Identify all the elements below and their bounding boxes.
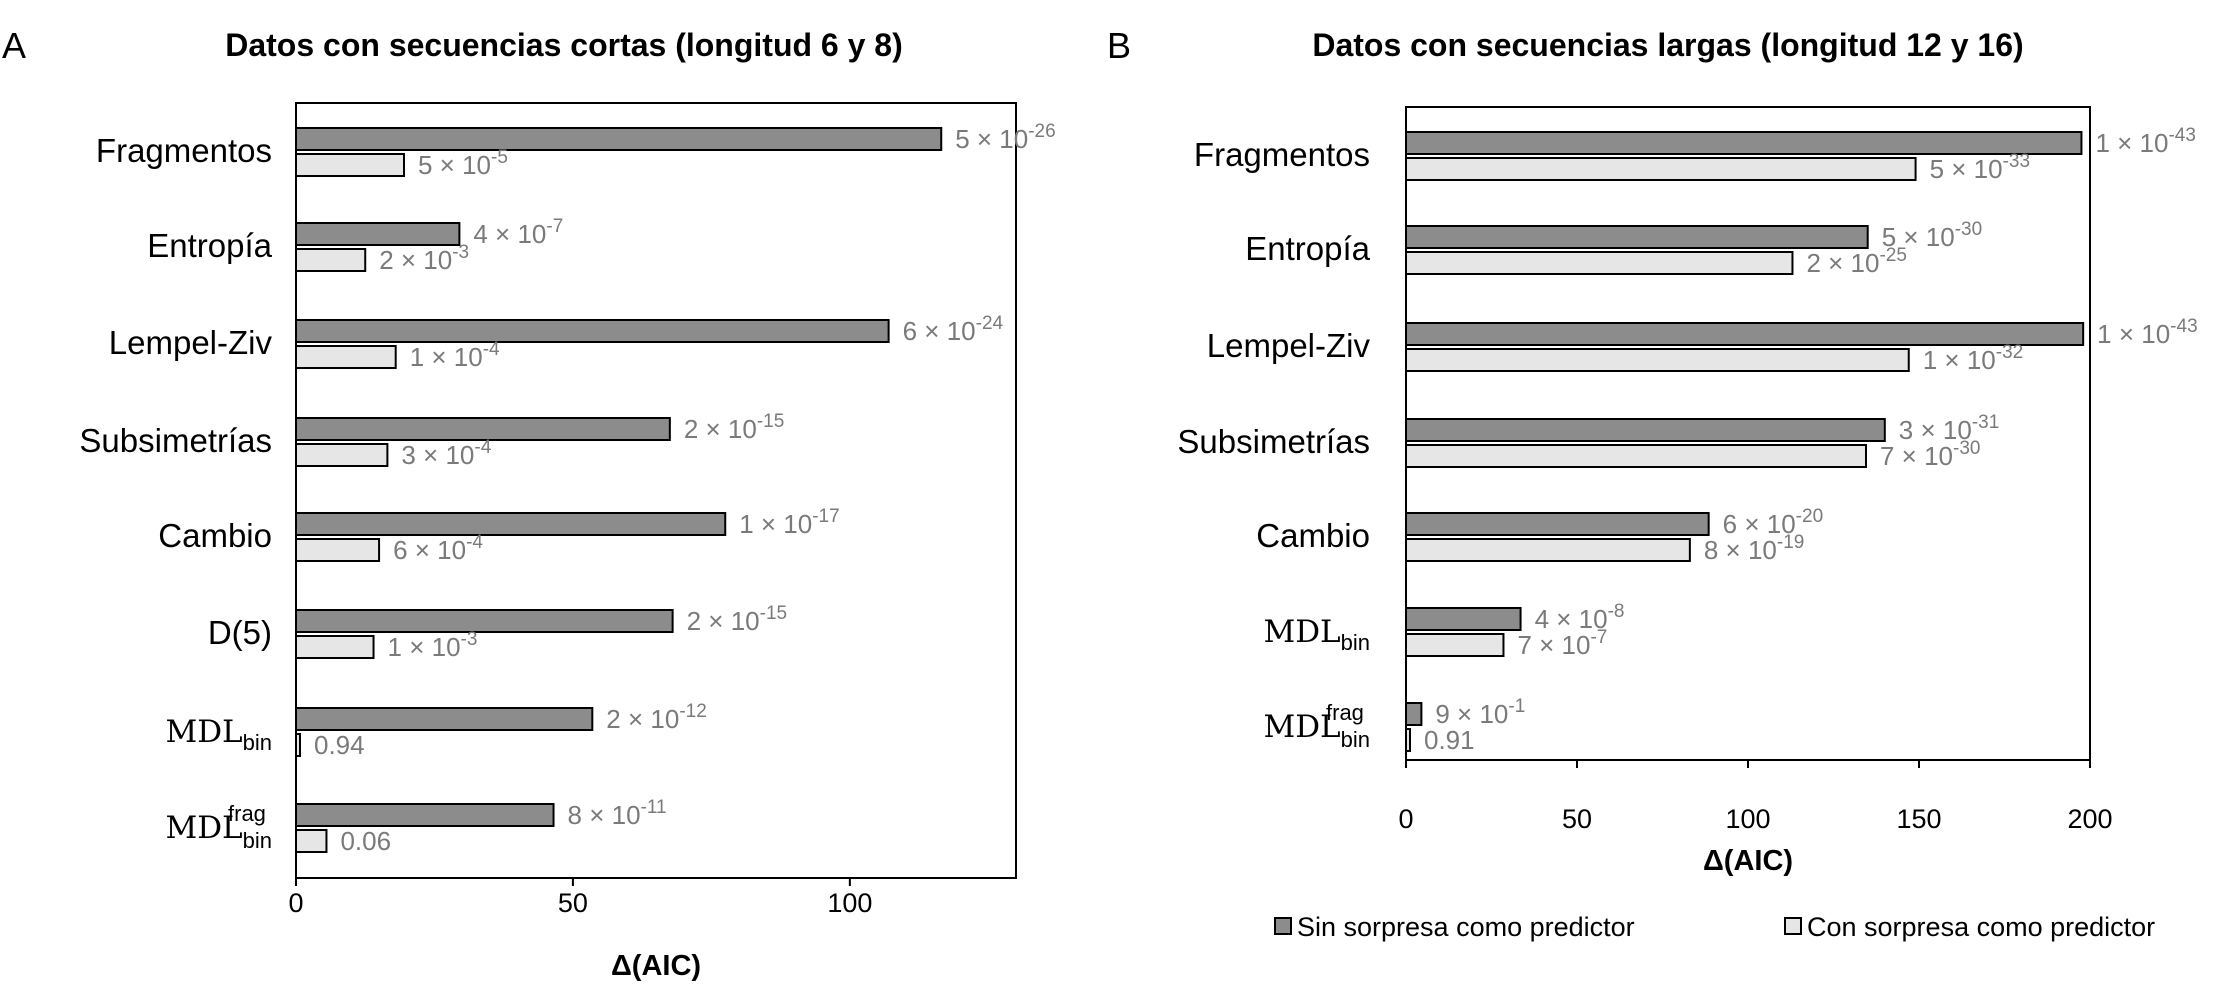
- bar-sin-sorpresa: [295, 222, 461, 246]
- bar-con-sorpresa: [1405, 444, 1867, 468]
- panel-title: Datos con secuencias cortas (longitud 6 …: [225, 27, 903, 63]
- p-value-label: 5 × 10-30: [1882, 219, 1982, 252]
- category-label: Fragmentos: [96, 132, 272, 169]
- p-value-label: 5 × 10-26: [955, 121, 1055, 154]
- p-value-label: 2 × 10-12: [606, 701, 706, 734]
- legend-swatch-con-sorpresa: [1784, 917, 1802, 935]
- p-value-label: 2 × 10-15: [687, 603, 787, 636]
- bar-con-sorpresa: [1405, 728, 1411, 752]
- p-value-label: 1 × 10-3: [388, 629, 478, 662]
- category-label: Lempel-Ziv: [109, 324, 273, 361]
- category-label: Cambio: [158, 517, 272, 554]
- category-label: Entropía: [1245, 230, 1370, 267]
- x-tick-label: 0: [288, 888, 303, 918]
- bar-con-sorpresa: [295, 153, 405, 177]
- panel-letter: B: [1107, 25, 1131, 66]
- bar-sin-sorpresa: [1405, 607, 1522, 631]
- legend-swatch-sin-sorpresa: [1274, 917, 1292, 935]
- p-value-label: 6 × 10-4: [393, 532, 483, 565]
- x-tick-label: 50: [1562, 804, 1592, 834]
- bar-con-sorpresa: [1405, 348, 1910, 372]
- category-label: MDLbinfrag: [1263, 700, 1370, 752]
- p-value-label: 3 × 10-4: [401, 437, 491, 470]
- category-label: MDLbin: [165, 714, 272, 755]
- bar-sin-sorpresa: [1405, 131, 2083, 155]
- bar-con-sorpresa: [1405, 251, 1794, 275]
- bar-con-sorpresa: [295, 443, 389, 467]
- p-value-label: 5 × 10-5: [418, 147, 508, 180]
- category-label: Subsimetrías: [79, 422, 272, 459]
- x-tick-label: 50: [558, 888, 588, 918]
- bar-sin-sorpresa: [1405, 225, 1869, 249]
- category-label: Cambio: [1256, 517, 1370, 554]
- p-value-label: 4 × 10-7: [473, 216, 563, 249]
- p-value-label: 6 × 10-24: [903, 313, 1004, 346]
- panel-b: B Datos con secuencias largas (longitud 1…: [1107, 25, 2198, 877]
- bar-con-sorpresa: [1405, 538, 1691, 562]
- category-label: MDLbin: [1263, 614, 1370, 655]
- bar-sin-sorpresa: [295, 803, 555, 827]
- p-value-label: 4 × 10-8: [1535, 601, 1625, 634]
- p-value-label: 2 × 10-15: [684, 411, 784, 444]
- legend: Sin sorpresa como predictor Con sorpresa …: [1274, 912, 2155, 942]
- bar-con-sorpresa: [295, 635, 375, 659]
- legend-label-sin-sorpresa: Sin sorpresa como predictor: [1297, 912, 1635, 942]
- bar-con-sorpresa: [295, 829, 328, 853]
- panel-letter: A: [2, 25, 26, 66]
- plot-frame: [295, 102, 1017, 879]
- category-label: Entropía: [147, 227, 272, 264]
- p-value-label: 8 × 10-11: [568, 797, 667, 830]
- category-label: MDLbinfrag: [165, 801, 272, 853]
- p-value-label: 2 × 10-25: [1806, 245, 1906, 278]
- p-value-label: 0.94: [314, 730, 365, 760]
- p-value-label: 0.91: [1424, 725, 1475, 755]
- p-value-label: 1 × 10-4: [410, 339, 500, 372]
- x-tick-label: 200: [2067, 804, 2112, 834]
- bar-con-sorpresa: [295, 538, 381, 562]
- bar-con-sorpresa: [295, 248, 367, 272]
- x-axis-label: Δ(AIC): [1703, 845, 1793, 877]
- p-value-label: 1 × 10-17: [739, 506, 839, 539]
- x-tick-label: 0: [1398, 804, 1413, 834]
- p-value-label: 1 × 10-43: [2095, 125, 2195, 158]
- category-label: Lempel-Ziv: [1207, 327, 1371, 364]
- panel-a: A Datos con secuencias cortas (longitud 6…: [2, 25, 1056, 982]
- p-value-label: 9 × 10-1: [1435, 696, 1525, 729]
- bar-sin-sorpresa: [295, 707, 594, 731]
- bar-sin-sorpresa: [295, 417, 671, 441]
- x-tick-label: 100: [827, 888, 872, 918]
- p-value-label: 5 × 10-33: [1930, 151, 2030, 184]
- legend-label-con-sorpresa: Con sorpresa como predictor: [1807, 912, 2155, 942]
- x-axis-label: Δ(AIC): [611, 950, 701, 982]
- bar-con-sorpresa: [1405, 633, 1505, 657]
- category-label: Fragmentos: [1194, 136, 1370, 173]
- category-label: D(5): [208, 614, 272, 651]
- p-value-label: 6 × 10-20: [1723, 506, 1823, 539]
- bar-con-sorpresa: [295, 733, 301, 757]
- bar-sin-sorpresa: [295, 609, 674, 633]
- bar-sin-sorpresa: [1405, 702, 1423, 726]
- bar-sin-sorpresa: [295, 319, 890, 343]
- bar-sin-sorpresa: [1405, 322, 2085, 346]
- p-value-label: 8 × 10-19: [1704, 532, 1804, 565]
- bar-con-sorpresa: [1405, 157, 1917, 181]
- p-value-label: 0.06: [340, 826, 391, 856]
- category-label: Subsimetrías: [1177, 423, 1370, 460]
- p-value-label: 3 × 10-31: [1899, 412, 1999, 445]
- p-value-label: 1 × 10-43: [2097, 316, 2197, 349]
- p-value-label: 7 × 10-30: [1880, 438, 1980, 471]
- bar-sin-sorpresa: [1405, 418, 1886, 442]
- x-tick-label: 100: [1725, 804, 1770, 834]
- bar-sin-sorpresa: [1405, 512, 1710, 536]
- x-tick-label: 150: [1896, 804, 1941, 834]
- p-value-label: 1 × 10-32: [1923, 342, 2023, 375]
- bar-sin-sorpresa: [295, 127, 943, 151]
- bar-con-sorpresa: [295, 345, 397, 369]
- panel-title: Datos con secuencias largas (longitud 12…: [1312, 27, 2023, 63]
- p-value-label: 7 × 10-7: [1517, 627, 1607, 660]
- p-value-label: 2 × 10-3: [379, 242, 469, 275]
- bar-sin-sorpresa: [295, 512, 727, 536]
